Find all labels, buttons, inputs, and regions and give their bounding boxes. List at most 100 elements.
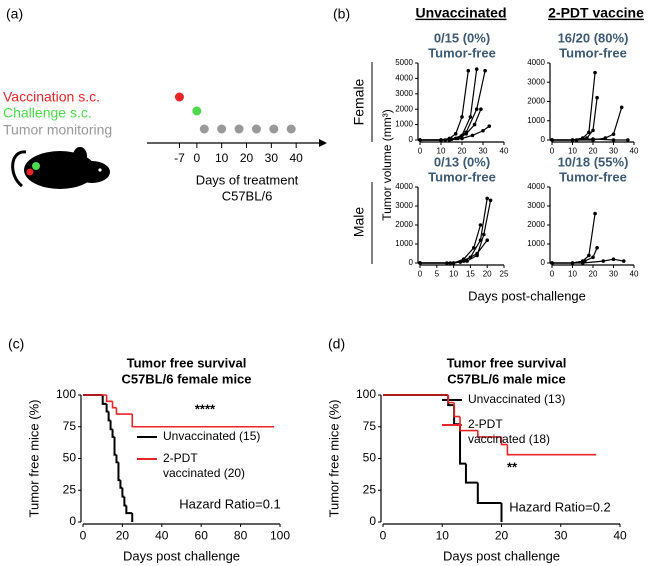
tumor-point bbox=[479, 107, 483, 111]
x-tick-label: 30 bbox=[479, 147, 488, 156]
tumor-curve bbox=[420, 70, 469, 141]
tumor-point bbox=[591, 255, 595, 260]
y-tick-label: 3000 bbox=[395, 201, 413, 210]
panel-label: (a) bbox=[6, 6, 23, 22]
y-axis-label: Tumor free mice (%) bbox=[326, 400, 341, 518]
survival-step bbox=[459, 424, 466, 465]
x-tick-label: 40 bbox=[500, 147, 509, 156]
x-tick-label: 10 bbox=[436, 529, 450, 543]
event-dot bbox=[192, 106, 202, 116]
tumor-point bbox=[466, 68, 471, 73]
x-axis-label: Days post challenge bbox=[123, 548, 240, 563]
chart-title: Tumor free survival bbox=[127, 355, 247, 370]
y-tick-label: 3000 bbox=[527, 201, 545, 210]
y-tick-label: 2000 bbox=[395, 220, 413, 229]
tumor-point bbox=[460, 115, 464, 119]
tumor-point bbox=[591, 137, 595, 141]
panel-label: (c) bbox=[8, 336, 24, 352]
event-dot bbox=[234, 124, 244, 134]
survival-step bbox=[105, 403, 109, 413]
chart-title: Tumor free survival bbox=[447, 355, 567, 370]
survival-step bbox=[109, 420, 113, 431]
event-dot bbox=[251, 124, 261, 134]
x-tick-label: 0 bbox=[418, 147, 423, 156]
column-heading: 2-PDT vaccine bbox=[548, 5, 644, 21]
x-axis-label: Days of treatment bbox=[196, 172, 299, 187]
x-tick-label: 60 bbox=[195, 529, 209, 543]
survival-step bbox=[453, 402, 461, 418]
y-tick-label: 4000 bbox=[527, 58, 545, 67]
chart-subtitle: C57BL/6 female mice bbox=[121, 371, 251, 386]
tumor-point bbox=[453, 132, 458, 136]
legend-label: 2-PDT vaccinated (18) bbox=[468, 417, 551, 446]
y-tick-label: 1000 bbox=[527, 116, 545, 125]
y-tick-label: 2000 bbox=[395, 104, 413, 113]
survival-step bbox=[115, 407, 133, 415]
survival-step bbox=[123, 496, 127, 507]
row-heading: Male bbox=[351, 207, 367, 238]
x-tick-label: 0 bbox=[550, 147, 555, 156]
tumor-point bbox=[482, 232, 486, 237]
x-tick-label: 20 bbox=[589, 147, 598, 156]
tumor-point bbox=[418, 138, 422, 142]
tumor-point bbox=[611, 138, 616, 142]
survival-step bbox=[105, 395, 113, 403]
tumor-point bbox=[475, 251, 479, 256]
tumor-point bbox=[619, 105, 624, 110]
event-dot bbox=[174, 92, 184, 102]
y-tick-label: 4000 bbox=[395, 74, 413, 83]
tumor-point bbox=[460, 136, 464, 141]
y-tick-label: 75 bbox=[363, 419, 377, 433]
x-tick-label: 20 bbox=[458, 147, 467, 156]
tumor-point bbox=[611, 132, 616, 137]
y-tick-label: 4000 bbox=[527, 182, 545, 191]
y-tick-label: 0 bbox=[369, 514, 376, 528]
x-axis-subtitle: C57BL/6 bbox=[222, 188, 273, 203]
survival-step bbox=[464, 463, 478, 484]
x-tick-label: 0 bbox=[193, 151, 200, 165]
survival-step bbox=[453, 405, 461, 426]
y-tick-label: 100 bbox=[56, 387, 76, 401]
tumor-point bbox=[468, 115, 473, 119]
y-tick-label: 25 bbox=[363, 482, 377, 496]
tumor-point bbox=[485, 238, 490, 242]
subplot-subtitle: Tumor-free bbox=[428, 45, 496, 60]
row-heading: Female bbox=[351, 78, 367, 125]
annotation: ** bbox=[507, 459, 518, 474]
annotation: **** bbox=[195, 401, 216, 416]
x-tick-label: 40 bbox=[630, 270, 639, 279]
survival-step bbox=[121, 487, 125, 498]
survival-step bbox=[111, 401, 117, 409]
survival-step bbox=[115, 454, 119, 464]
panel-label: (d) bbox=[328, 336, 345, 352]
tumor-point bbox=[601, 259, 606, 263]
y-tick-label: 50 bbox=[63, 451, 77, 465]
axis-arrow bbox=[319, 139, 327, 147]
x-axis-label: Days post-challenge bbox=[468, 288, 586, 303]
survival-step bbox=[447, 395, 455, 404]
x-tick-label: 20 bbox=[240, 151, 254, 165]
tumor-point bbox=[471, 246, 476, 250]
y-axis-label: Tumor volume (mm³) bbox=[380, 109, 394, 221]
tumor-point bbox=[593, 70, 597, 75]
y-tick-label: 1000 bbox=[395, 239, 413, 248]
tumor-point bbox=[570, 138, 575, 142]
x-tick-label: 30 bbox=[609, 147, 618, 156]
column-heading: Unvaccinated bbox=[415, 5, 506, 21]
chart-subtitle: C57BL/6 male mice bbox=[447, 371, 566, 386]
tumor-point bbox=[481, 128, 485, 133]
x-tick-label: 40 bbox=[289, 151, 303, 165]
tumor-point bbox=[470, 133, 475, 138]
x-tick-label: 40 bbox=[630, 147, 639, 156]
tumor-point bbox=[478, 223, 483, 227]
tumor-point bbox=[595, 95, 599, 100]
y-tick-label: 3000 bbox=[527, 77, 545, 86]
tumor-point bbox=[483, 68, 487, 73]
y-tick-label: 75 bbox=[63, 419, 77, 433]
subplot-subtitle: Tumor-free bbox=[559, 169, 627, 184]
tumor-point bbox=[550, 261, 554, 265]
y-tick-label: 25 bbox=[63, 482, 77, 496]
survival-step bbox=[107, 411, 111, 422]
tumor-point bbox=[464, 132, 469, 136]
survival-step bbox=[476, 482, 502, 504]
